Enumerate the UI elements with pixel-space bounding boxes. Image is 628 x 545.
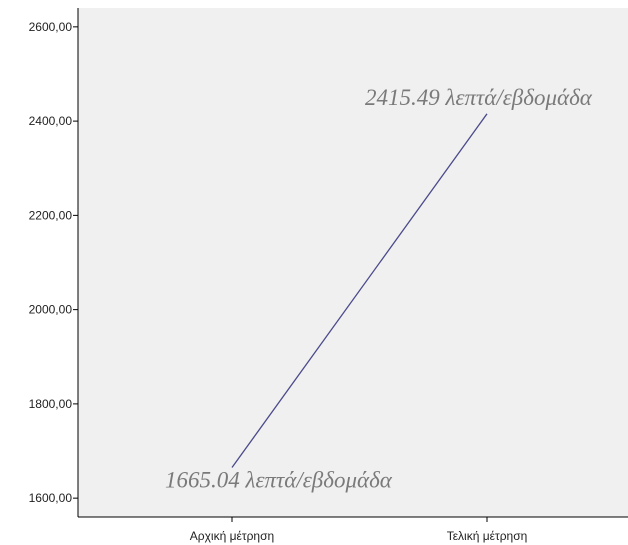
data-label-layer: 1665.04 λεπτά/εβδομάδα 2415.49 λεπτά/εβδο… xyxy=(165,85,593,493)
y-tick-label: 1800,00 xyxy=(29,397,73,411)
series-line xyxy=(231,113,488,468)
y-tick-label: 2000,00 xyxy=(29,303,73,317)
series-layer xyxy=(231,113,488,468)
y-tick-label: 2400,00 xyxy=(29,114,73,128)
data-label-start: 1665.04 λεπτά/εβδομάδα xyxy=(165,467,393,492)
y-tick-label: 2600,00 xyxy=(29,20,73,34)
x-tick-label: Τελική μέτρηση xyxy=(447,529,528,543)
x-tick-label: Αρχική μέτρηση xyxy=(190,529,274,543)
data-label-end: 2415.49 λεπτά/εβδομάδα xyxy=(365,85,593,110)
y-axis: 1600,00 1800,00 2000,00 2200,00 2400,00 2600,… xyxy=(29,8,79,517)
y-tick-label: 2200,00 xyxy=(29,208,73,222)
y-tick-label: 1600,00 xyxy=(29,491,73,505)
x-axis: Αρχική μέτρηση Τελική μέτρηση xyxy=(78,516,628,543)
plot-area xyxy=(78,8,628,517)
